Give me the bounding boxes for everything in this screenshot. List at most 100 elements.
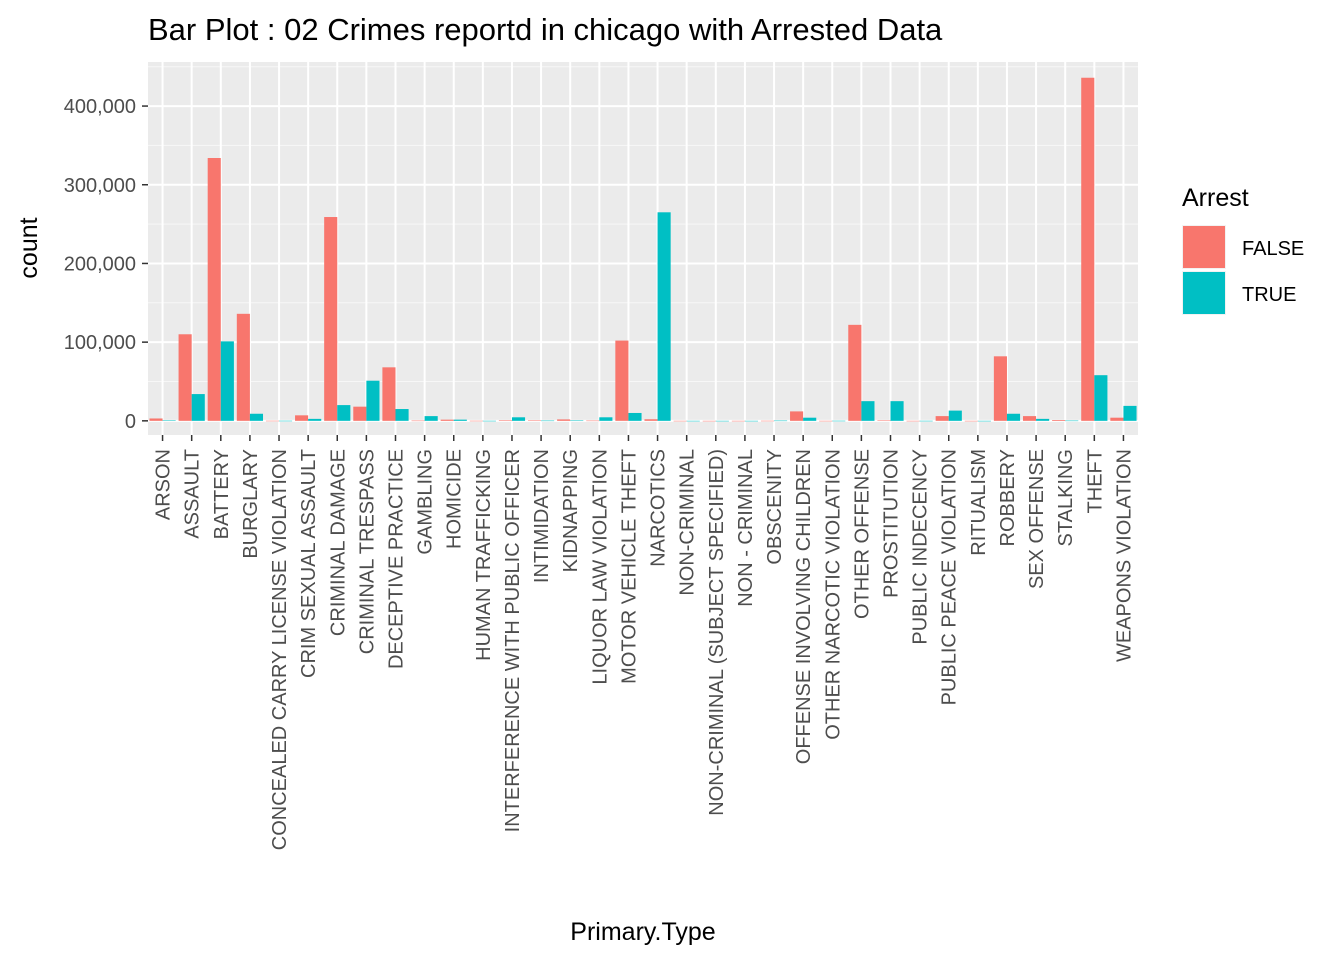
bar-false	[1022, 416, 1037, 421]
legend-key-true	[1183, 272, 1225, 314]
y-tick-label: 200,000	[64, 253, 136, 275]
y-tick-label: 400,000	[64, 96, 136, 118]
legend-title: Arrest	[1182, 184, 1249, 212]
x-tick-label: GAMBLING	[415, 449, 437, 555]
bar-false	[906, 420, 920, 422]
x-tick-label: PUBLIC PEACE VIOLATION	[939, 449, 961, 705]
y-tick-label: 0	[125, 411, 136, 433]
bar-false	[1052, 420, 1066, 421]
bar-true	[1006, 413, 1021, 421]
bar-false	[877, 420, 891, 421]
x-tick-label: CONCEALED CARRY LICENSE VIOLATION	[269, 449, 291, 850]
bar-true	[919, 420, 933, 422]
x-tick-label: ARSON	[153, 449, 175, 520]
x-tick-label: OTHER NARCOTIC VIOLATION	[822, 449, 844, 740]
bar-false	[993, 356, 1007, 421]
x-tick-label: NON - CRIMINAL	[735, 449, 757, 607]
bar-false	[557, 419, 571, 421]
bar-true	[599, 417, 613, 421]
bar-true	[774, 420, 788, 422]
bar-true	[861, 401, 875, 421]
bar-false	[207, 158, 221, 421]
x-tick-label: HUMAN TRAFFICKING	[473, 449, 495, 661]
x-tick-label: OFFENSE INVOLVING CHILDREN	[793, 449, 815, 764]
legend-label-true: TRUE	[1242, 284, 1296, 306]
bar-true	[511, 417, 526, 421]
bar-false	[1110, 417, 1124, 421]
x-tick-label: WEAPONS VIOLATION	[1113, 449, 1135, 662]
x-tick-label: DECEPTIVE PRACTICE	[386, 449, 408, 669]
x-tick-label: ASSAULT	[182, 449, 204, 539]
bar-true	[453, 419, 467, 421]
bar-false	[178, 334, 192, 421]
bar-true	[657, 212, 671, 421]
bar-true	[395, 409, 409, 421]
bar-false	[848, 324, 862, 421]
bar-false	[790, 411, 804, 421]
bar-true	[162, 420, 176, 421]
bar-true	[948, 410, 962, 421]
x-tick-label: ROBBERY	[997, 449, 1019, 546]
bar-true	[308, 418, 322, 421]
y-axis: 0 100,000 200,000 300,000 400,000	[64, 96, 148, 433]
bar-true	[803, 417, 817, 421]
bar-true	[977, 420, 991, 422]
x-tick-label: CRIM SEXUAL ASSAULT	[298, 449, 320, 678]
bar-false	[819, 420, 833, 422]
bar-true	[890, 401, 904, 421]
bar-false	[644, 419, 658, 421]
x-tick-label: SEX OFFENSE	[1026, 449, 1048, 589]
x-tick-label: THEFT	[1084, 449, 1106, 513]
bar-true	[832, 420, 846, 422]
bar-true	[541, 420, 555, 422]
bar-false	[586, 420, 600, 422]
bar-false	[673, 420, 687, 422]
x-tick-label: CRIMINAL TRESPASS	[356, 449, 378, 654]
x-tick-label: INTERFERENCE WITH PUBLIC OFFICER	[502, 449, 524, 832]
x-tick-label: NON-CRIMINAL (SUBJECT SPECIFIED)	[706, 449, 728, 816]
y-tick-label: 100,000	[64, 332, 136, 354]
bar-false	[760, 420, 775, 422]
legend-key-false	[1183, 226, 1225, 268]
bar-false	[731, 420, 745, 422]
x-tick-label: CRIMINAL DAMAGE	[327, 449, 349, 636]
x-tick-label: INTIMIDATION	[531, 449, 553, 583]
bar-true	[1065, 420, 1079, 422]
bar-true	[1036, 418, 1050, 421]
bar-true	[191, 394, 205, 421]
bar-true	[628, 412, 642, 421]
x-tick-label: OTHER OFFENSE	[851, 449, 873, 619]
bar-false	[498, 420, 512, 421]
bar-true	[686, 420, 700, 422]
x-tick-label: NON-CRIMINAL	[677, 449, 699, 596]
bar-true	[715, 420, 729, 422]
bars	[149, 77, 1137, 422]
bar-false	[964, 420, 978, 422]
x-tick-label: OBSCENITY	[764, 449, 786, 565]
bar-false	[382, 367, 396, 421]
x-tick-label: LIQUOR LAW VIOLATION	[589, 449, 611, 685]
bar-false	[149, 418, 163, 421]
bar-true	[570, 420, 584, 422]
x-tick-label: PUBLIC INDECENCY	[910, 449, 932, 645]
bar-false	[353, 406, 367, 421]
bar-false	[265, 420, 280, 422]
bar-true	[744, 420, 759, 422]
plot-panel	[148, 62, 1138, 435]
x-tick-label: MOTOR VEHICLE THEFT	[618, 449, 640, 684]
bar-false	[440, 419, 454, 421]
bar-true	[1094, 375, 1108, 421]
y-tick-label: 300,000	[64, 175, 136, 197]
x-axis: ARSON ASSAULT BATTERY BURGLARY CONCEALED CAR…	[153, 435, 1135, 850]
x-tick-label: NARCOTICS	[648, 449, 670, 567]
legend-label-false: FALSE	[1242, 238, 1304, 260]
bar-true	[424, 416, 438, 421]
minor-gridlines	[148, 66, 1138, 382]
bar-true	[482, 420, 496, 422]
bar-true	[279, 420, 293, 422]
bar-false	[295, 415, 309, 421]
y-axis-title: count	[15, 217, 43, 278]
x-tick-label: RITUALISM	[968, 449, 990, 556]
x-axis-title: Primary.Type	[570, 918, 715, 946]
